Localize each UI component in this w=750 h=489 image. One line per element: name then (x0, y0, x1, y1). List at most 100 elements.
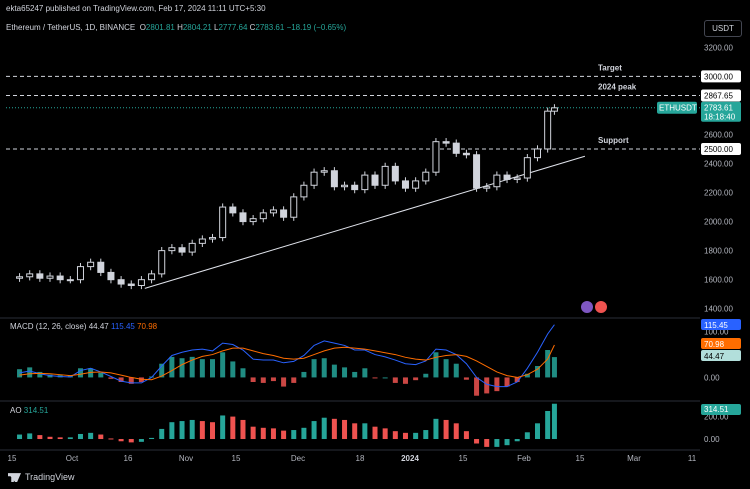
macd-line-value: 115.45 (110, 322, 135, 331)
ao-bar (189, 419, 195, 440)
ao-bar (463, 431, 469, 440)
symbol-legend: Ethereum / TetherUS, 1D, BINANCE O2801.8… (6, 23, 346, 32)
candle-body (320, 170, 328, 173)
macd-histogram-bar (514, 377, 520, 382)
macd-histogram-bar (230, 361, 236, 378)
macd-histogram-bar (210, 359, 216, 378)
candle-body (452, 142, 460, 154)
candle-body (371, 174, 379, 186)
ao-bar (311, 421, 317, 440)
candle-body (513, 177, 521, 180)
candle-body (503, 174, 511, 180)
macd-value-tag-box (701, 319, 741, 330)
candle-body (168, 247, 176, 252)
current-symbol-box (657, 101, 697, 114)
ao-bar (88, 432, 94, 440)
macd-histogram-bar (37, 371, 43, 378)
macd-value-tag-label: 70.98 (704, 340, 725, 349)
macd-axis-tick: 0.00 (704, 373, 720, 382)
event-lightning-icon (581, 301, 593, 313)
macd-histogram-bar (240, 368, 246, 378)
macd-histogram-bar (98, 372, 104, 378)
price-tag-label: 2500.00 (704, 145, 733, 154)
macd-histogram-bar (484, 377, 490, 394)
time-axis-tick: Feb (517, 454, 531, 463)
candle-body (249, 218, 257, 223)
time-axis-tick: 15 (576, 454, 585, 463)
candle-body (188, 242, 196, 253)
macd-axis-tick: 100.00 (704, 328, 729, 337)
macd-histogram-bar (311, 359, 317, 378)
candle-body (137, 279, 145, 286)
ao-bar (321, 417, 327, 440)
ao-bar (67, 437, 73, 440)
ao-bar (352, 423, 358, 440)
macd-histogram-bar (270, 377, 276, 382)
candle-body (381, 165, 389, 186)
macd-histogram-bar (128, 377, 134, 384)
ao-bar (443, 419, 449, 440)
time-axis-tick: Oct (66, 454, 79, 463)
candle-body (36, 273, 44, 279)
candle-body (534, 148, 542, 159)
ao-bar (199, 421, 205, 440)
macd-histogram-bar (433, 352, 439, 378)
macd-legend: MACD (12, 26, close) 44.47 115.45 70.98 (10, 322, 157, 331)
candle-body (269, 209, 277, 214)
candle-body (523, 157, 531, 179)
macd-histogram-bar (189, 356, 195, 378)
current-price-box (701, 101, 741, 122)
candle-body (16, 276, 24, 279)
macd-histogram-bar (17, 369, 23, 378)
macd-histogram-bar (220, 352, 226, 378)
macd-value-tag-label: 115.45 (704, 321, 728, 330)
macd-histogram-bar (474, 377, 480, 396)
time-axis-tick: Nov (179, 454, 193, 463)
candle-body (219, 206, 227, 239)
candle-body (483, 186, 491, 189)
ao-bar (281, 430, 287, 440)
ao-bar (138, 439, 144, 442)
footer-brand: TradingView (8, 472, 75, 483)
macd-histogram-bar (169, 356, 175, 378)
ao-bar (504, 439, 510, 446)
publish-info: ekta65247 published on TradingView.com, … (6, 4, 266, 13)
candle-body (351, 184, 359, 191)
macd-histogram-bar (27, 367, 33, 378)
ao-value: 314.51 (23, 406, 49, 415)
candle-body (148, 273, 156, 281)
candle-body (26, 273, 34, 278)
candle-body (300, 184, 308, 198)
ao-bar (57, 437, 63, 440)
ao-bar (77, 433, 83, 440)
macd-histogram-bar (291, 377, 297, 383)
macd-histogram-bar (179, 358, 185, 378)
price-axis-tick: 1800.00 (704, 247, 733, 256)
time-axis-tick: 11 (688, 454, 697, 463)
level-annotation: Support (598, 136, 629, 145)
candle-body (229, 206, 237, 214)
ao-bar (169, 422, 175, 440)
price-axis-tick: 2000.00 (704, 218, 733, 227)
candle-body (432, 141, 440, 173)
ao-bar (260, 427, 266, 440)
candle-body (422, 171, 430, 182)
candle-body (209, 237, 217, 240)
candle-body (341, 184, 349, 188)
ao-bar (98, 434, 104, 440)
ao-bar (494, 439, 500, 447)
macd-histogram-bar (392, 377, 398, 383)
candle-body (544, 110, 552, 150)
ao-bar (17, 434, 23, 440)
level-annotation: Target (598, 63, 622, 72)
candle-body (493, 174, 501, 188)
time-axis-tick: 15 (8, 454, 17, 463)
ao-bar (118, 439, 124, 442)
price-tag-label: 3000.00 (704, 72, 733, 81)
ao-bar (535, 423, 541, 440)
price-tag-box (701, 89, 741, 102)
time-axis-tick: 15 (232, 454, 241, 463)
macd-histogram-bar (413, 377, 419, 381)
currency-button[interactable]: USDT (704, 20, 742, 37)
